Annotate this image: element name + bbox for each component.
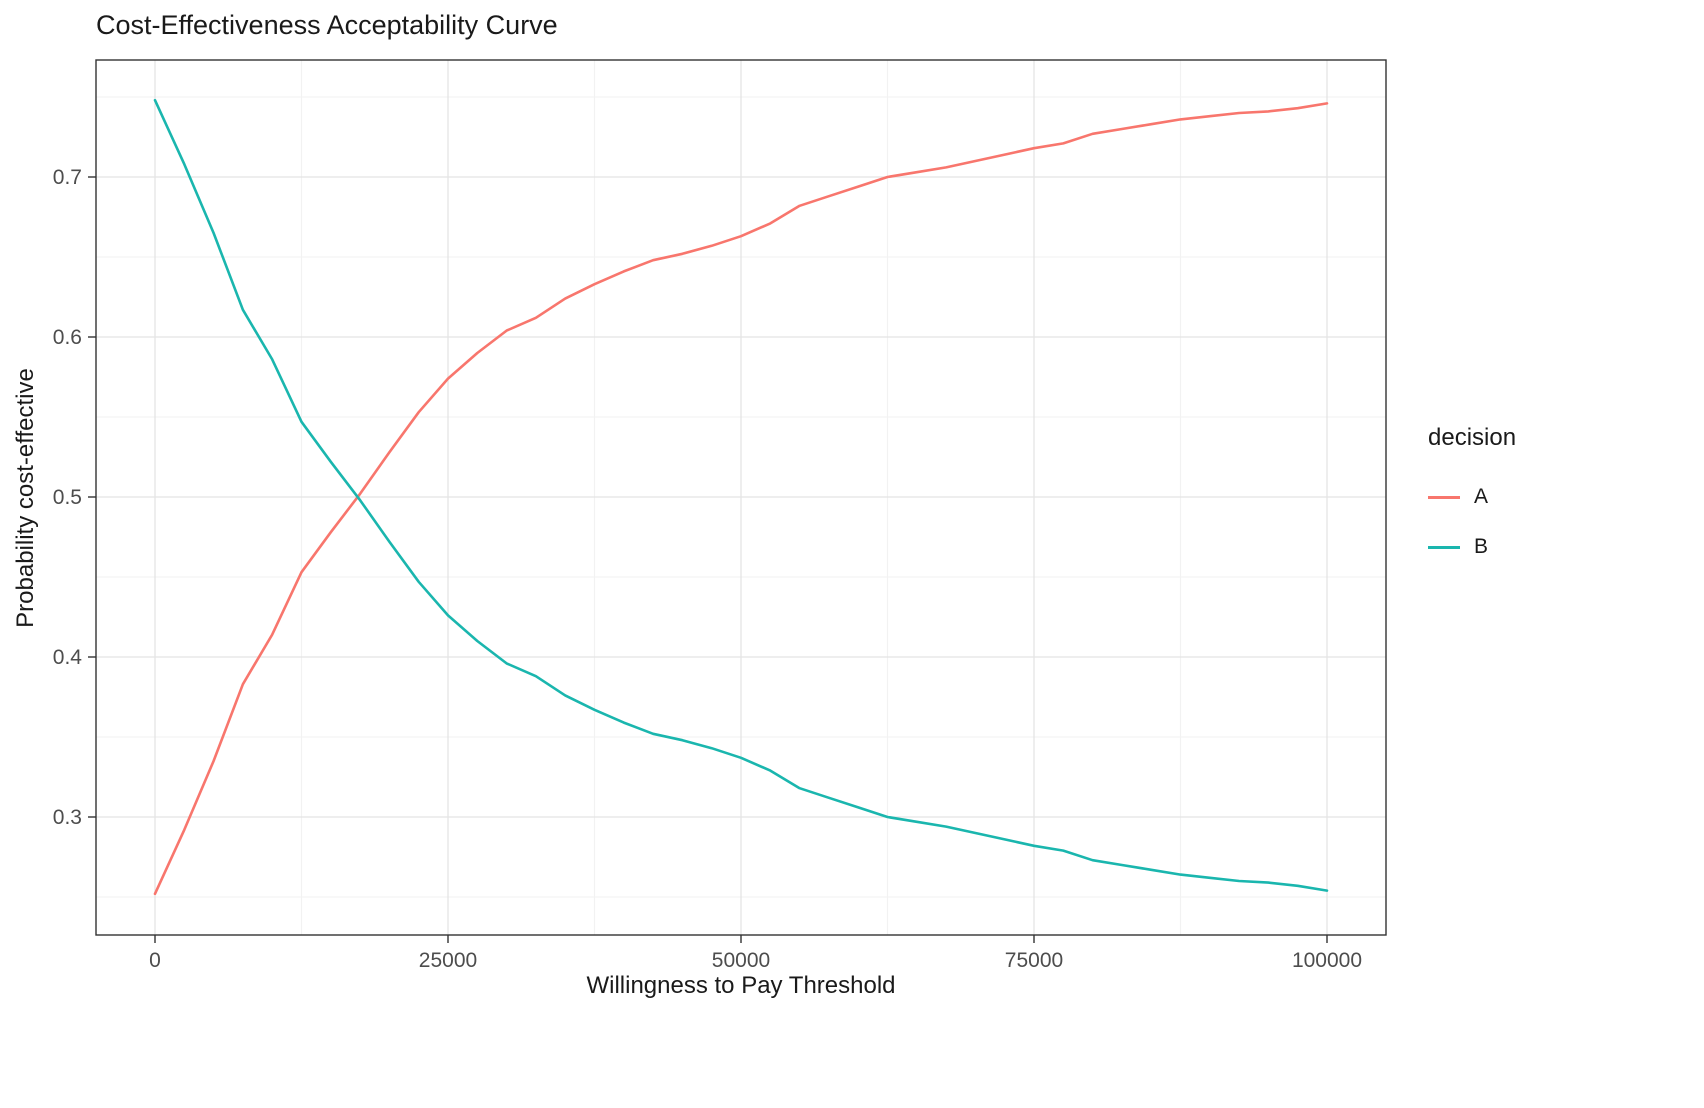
y-tick-label: 0.3 [53, 806, 82, 829]
legend-label: A [1474, 485, 1489, 508]
legend-title: decision [1428, 424, 1517, 451]
x-tick-label: 50000 [712, 949, 770, 972]
x-tick-label: 75000 [1005, 949, 1063, 972]
y-tick-label: 0.4 [53, 646, 83, 669]
series-line-A [153, 102, 1329, 896]
x-tick-label: 100000 [1292, 949, 1362, 972]
x-tick-label: 0 [149, 949, 161, 972]
chart-title: Cost-Effectiveness Acceptability Curve [96, 10, 558, 40]
legend-key-line-B [1428, 545, 1460, 549]
y-tick-label: 0.6 [53, 326, 82, 349]
x-tick-label: 25000 [419, 949, 477, 972]
legend-label: B [1474, 535, 1489, 558]
y-tick-label: 0.7 [53, 166, 82, 189]
legend-item-B: B [1428, 522, 1516, 572]
legend-key-line-A [1428, 495, 1460, 499]
y-axis-label: Probability cost-effective [12, 368, 39, 628]
series-line-B [153, 98, 1329, 892]
legend-item-A: A [1428, 472, 1516, 522]
y-tick-label: 0.5 [53, 486, 82, 509]
x-axis-label: Willingness to Pay Threshold [586, 972, 896, 999]
